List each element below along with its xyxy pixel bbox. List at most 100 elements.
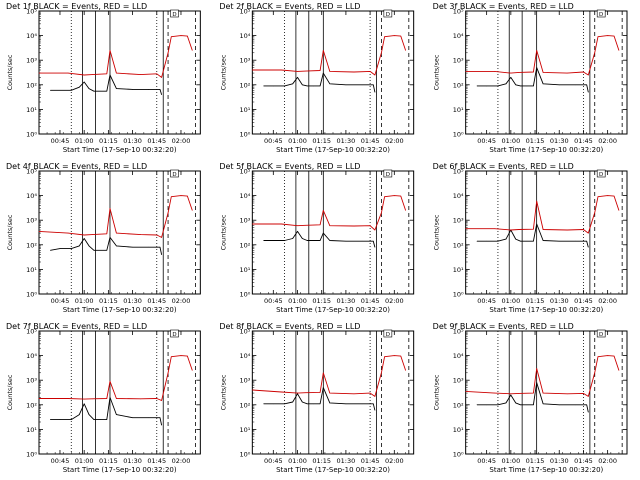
data-point bbox=[518, 229, 520, 230]
data-point bbox=[542, 403, 544, 405]
data-point bbox=[252, 389, 253, 391]
data-point bbox=[586, 240, 587, 242]
data-point bbox=[83, 238, 85, 239]
data-point bbox=[161, 77, 162, 78]
y-tick-label: 10¹ bbox=[239, 426, 250, 434]
data-point bbox=[109, 397, 111, 398]
y-tick-label: 10⁰ bbox=[453, 451, 464, 459]
data-point bbox=[587, 396, 589, 397]
data-point bbox=[575, 404, 576, 406]
data-point bbox=[594, 212, 596, 214]
data-point bbox=[302, 238, 303, 239]
chart-title: Det 3f BLACK = Events, RED = LLD bbox=[433, 2, 574, 11]
x-tick-label: 01:00 bbox=[288, 297, 307, 305]
data-point bbox=[109, 208, 111, 209]
data-point bbox=[536, 368, 537, 369]
data-point bbox=[494, 228, 496, 230]
data-point bbox=[106, 249, 108, 251]
x-tick-label: 01:45 bbox=[147, 457, 166, 465]
data-point bbox=[486, 404, 487, 406]
y-tick-label: 10⁴ bbox=[26, 192, 37, 200]
data-point bbox=[148, 89, 150, 90]
data-point bbox=[345, 240, 347, 242]
data-point bbox=[116, 72, 117, 74]
data-point bbox=[159, 89, 161, 90]
data-point bbox=[369, 71, 371, 72]
chart-title: Det 6f BLACK = Events, RED = LLD bbox=[433, 162, 574, 171]
data-point bbox=[542, 229, 544, 230]
data-point bbox=[323, 372, 324, 374]
y-tick-label: 10⁴ bbox=[453, 192, 464, 200]
data-point bbox=[594, 372, 596, 374]
x-tick-label: 01:15 bbox=[526, 297, 545, 305]
x-tick-label: 01:15 bbox=[526, 137, 545, 145]
data-point bbox=[100, 249, 101, 251]
data-point bbox=[476, 85, 478, 87]
x-tick-label: 02:00 bbox=[385, 297, 404, 305]
data-point bbox=[297, 225, 298, 226]
y-tick-label: 10² bbox=[453, 401, 464, 409]
data-point bbox=[116, 245, 117, 247]
x-tick-label: 01:30 bbox=[550, 457, 569, 465]
y-tick-label: 10³ bbox=[26, 377, 37, 385]
x-tick-label: 01:30 bbox=[123, 457, 142, 465]
data-point bbox=[91, 74, 93, 75]
data-point bbox=[494, 392, 496, 394]
data-point bbox=[597, 356, 599, 358]
y-axis-label: Counts/sec bbox=[219, 214, 227, 250]
data-point bbox=[170, 36, 172, 38]
x-tick-label: 01:45 bbox=[147, 137, 166, 145]
data-point bbox=[486, 240, 487, 242]
data-point bbox=[83, 74, 85, 76]
chart-panel-5: Det 5f BLACK = Events, RED = LLD 10⁰ 10¹ 10… bbox=[219, 162, 415, 314]
data-point bbox=[384, 36, 385, 38]
x-axis-label: Start Time (17-Sep-10 00:32:20) bbox=[489, 306, 603, 314]
x-tick-label: 01:45 bbox=[361, 457, 380, 465]
y-axis-label: Counts/sec bbox=[433, 214, 441, 250]
x-tick-label: 02:00 bbox=[172, 137, 191, 145]
data-point bbox=[273, 240, 274, 241]
data-point bbox=[156, 234, 158, 236]
y-tick-label: 10² bbox=[26, 241, 37, 249]
data-point bbox=[518, 72, 520, 73]
data-point bbox=[542, 72, 544, 73]
data-point bbox=[116, 398, 117, 399]
data-point bbox=[567, 72, 568, 74]
chart-title: Det 4f BLACK = Events, RED = LLD bbox=[6, 162, 147, 171]
data-point bbox=[70, 89, 72, 91]
data-point bbox=[613, 195, 615, 197]
data-point bbox=[140, 74, 141, 75]
series-events bbox=[263, 387, 376, 411]
chart-panel-6: Det 6f BLACK = Events, RED = LLD 10⁰ 10¹ 10… bbox=[433, 162, 628, 314]
data-point bbox=[497, 85, 499, 87]
data-point bbox=[618, 210, 620, 211]
data-point bbox=[520, 404, 521, 406]
y-tick-label: 10² bbox=[453, 81, 464, 89]
data-point bbox=[374, 74, 376, 76]
data-point bbox=[465, 228, 466, 230]
data-point bbox=[594, 52, 596, 54]
data-point bbox=[49, 419, 51, 420]
plot-frame bbox=[38, 330, 201, 455]
data-point bbox=[583, 393, 584, 394]
y-tick-label: 10² bbox=[26, 81, 37, 89]
series-events bbox=[477, 223, 589, 248]
series-lld bbox=[39, 355, 193, 401]
data-point bbox=[148, 246, 150, 248]
event-box bbox=[383, 329, 393, 338]
data-point bbox=[252, 223, 253, 225]
data-point bbox=[83, 234, 85, 236]
chart-title: Det 1f BLACK = Events, RED = LLD bbox=[6, 2, 147, 11]
series-lld bbox=[465, 35, 620, 76]
x-tick-label: 02:00 bbox=[598, 297, 617, 305]
x-tick-label: 01:45 bbox=[361, 297, 380, 305]
data-point bbox=[167, 52, 169, 54]
y-tick-label: 10⁵ bbox=[239, 8, 250, 16]
data-point bbox=[140, 234, 141, 235]
data-point bbox=[93, 90, 95, 92]
data-point bbox=[67, 398, 69, 399]
data-point bbox=[353, 225, 355, 227]
x-tick-label: 01:30 bbox=[550, 137, 569, 145]
data-point bbox=[510, 229, 512, 231]
chart-panel-9: Det 9f BLACK = Events, RED = LLD 10⁰ 10¹ 10… bbox=[433, 322, 628, 474]
